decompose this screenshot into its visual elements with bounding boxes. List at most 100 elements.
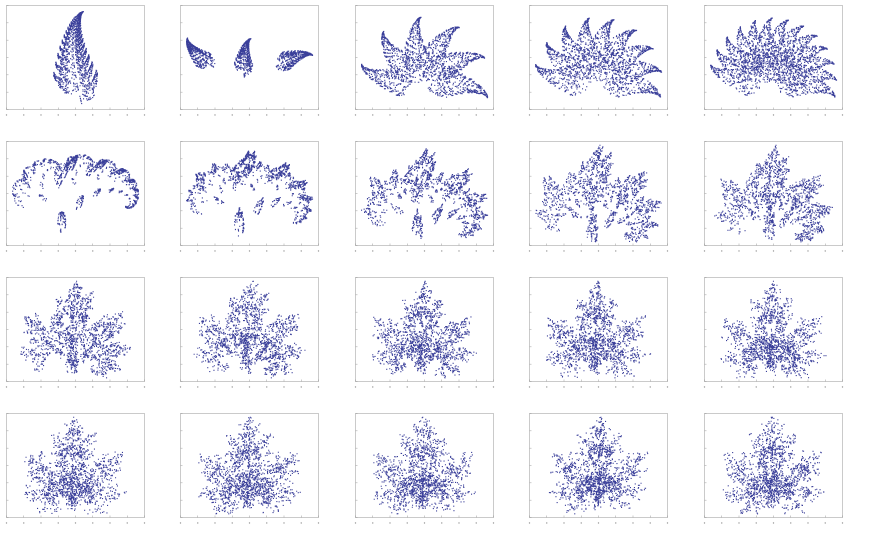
- x-tick-label: [492, 250, 494, 252]
- x-tick-label: [423, 522, 425, 524]
- x-tick-label: [5, 114, 8, 116]
- x-tick-label: [283, 522, 286, 524]
- x-tick-label: [597, 114, 600, 116]
- x-tick-label: [580, 114, 583, 116]
- point-cloud: [371, 280, 477, 379]
- x-tick-label: [180, 386, 182, 388]
- x-tick-label: [440, 250, 443, 252]
- x-tick-label: [92, 386, 94, 388]
- scatter-points: [186, 150, 314, 237]
- x-tick-label: [249, 250, 251, 252]
- x-tick-label: [74, 114, 77, 116]
- x-tick-label: [632, 250, 634, 252]
- x-tick-label: [737, 386, 740, 388]
- x-tick-label: [649, 386, 652, 388]
- scatter-plot: [5, 5, 146, 116]
- x-tick-label: [283, 386, 286, 388]
- point-cloud: [535, 17, 663, 98]
- x-tick-label: [197, 522, 199, 524]
- fractal-panel-14: [528, 277, 673, 391]
- fractal-panel-1: [5, 5, 150, 119]
- x-tick-label: [563, 250, 565, 252]
- x-tick-label: [126, 522, 128, 524]
- x-tick-label: [458, 522, 460, 524]
- x-tick-label: [300, 522, 303, 524]
- x-tick-label: [492, 114, 494, 116]
- scatter-plot: [354, 5, 494, 116]
- x-tick-label: [5, 522, 8, 524]
- x-tick-label: [440, 114, 443, 116]
- x-tick-label: [143, 386, 146, 388]
- x-tick-label: [458, 250, 460, 252]
- fractal-panel-12: [180, 277, 324, 391]
- x-tick-label: [720, 386, 723, 388]
- scatter-points: [20, 280, 131, 379]
- fractal-panel-17: [180, 413, 324, 527]
- point-cloud: [720, 280, 827, 379]
- x-tick-label: [475, 250, 477, 252]
- x-tick-label: [266, 386, 268, 388]
- x-tick-label: [528, 522, 531, 524]
- x-tick-label: [214, 522, 217, 524]
- scatter-points: [193, 280, 306, 379]
- x-tick-label: [197, 250, 199, 252]
- x-tick-label: [475, 386, 477, 388]
- x-tick-label: [126, 114, 128, 116]
- x-tick-label: [649, 250, 652, 252]
- x-tick-label: [703, 250, 705, 252]
- plot-frame: [703, 5, 843, 110]
- x-tick-label: [74, 250, 77, 252]
- plot-frame: [354, 5, 494, 110]
- x-tick-label: [231, 114, 234, 116]
- x-tick-label: [40, 386, 42, 388]
- x-tick-label: [23, 114, 25, 116]
- x-tick-label: [371, 386, 374, 388]
- x-tick-label: [214, 114, 217, 116]
- point-cloud: [373, 416, 476, 515]
- x-tick-label: [126, 386, 128, 388]
- fractal-panel-18: [354, 413, 499, 527]
- x-tick-label: [423, 114, 425, 116]
- scatter-points: [535, 144, 662, 243]
- x-tick-label: [266, 114, 268, 116]
- point-cloud: [713, 144, 833, 243]
- fractal-panel-8: [354, 141, 499, 255]
- x-tick-label: [318, 386, 320, 388]
- scatter-plot: [180, 5, 320, 116]
- x-tick-label: [755, 114, 757, 116]
- x-tick-label: [143, 522, 146, 524]
- x-tick-label: [580, 522, 583, 524]
- x-tick-label: [57, 250, 59, 252]
- scatter-points: [373, 416, 476, 515]
- x-tick-label: [423, 386, 425, 388]
- x-tick-label: [231, 386, 234, 388]
- x-tick-label: [492, 386, 494, 388]
- fractal-panel-5: [703, 5, 848, 119]
- fractal-panel-10: [703, 141, 848, 255]
- fractal-panel-2: [180, 5, 324, 119]
- x-tick-label: [389, 522, 391, 524]
- x-tick-label: [597, 522, 600, 524]
- x-tick-label: [389, 250, 391, 252]
- fractal-panel-6: [5, 141, 150, 255]
- point-cloud: [186, 37, 314, 78]
- scatter-points: [709, 17, 837, 98]
- x-tick-label: [423, 250, 425, 252]
- x-tick-label: [528, 250, 531, 252]
- scatter-points: [186, 37, 314, 78]
- x-tick-label: [143, 114, 146, 116]
- scatter-points: [198, 416, 302, 515]
- x-tick-label: [632, 522, 634, 524]
- fractal-panel-4: [528, 5, 673, 119]
- x-tick-label: [755, 522, 757, 524]
- scatter-plot: [354, 413, 494, 524]
- x-tick-label: [40, 114, 42, 116]
- scatter-points: [535, 17, 663, 98]
- x-tick-label: [824, 114, 826, 116]
- x-tick-label: [789, 250, 792, 252]
- point-cloud: [535, 144, 662, 243]
- x-tick-label: [720, 114, 723, 116]
- x-tick-label: [475, 114, 477, 116]
- x-tick-label: [546, 114, 548, 116]
- x-tick-label: [57, 114, 59, 116]
